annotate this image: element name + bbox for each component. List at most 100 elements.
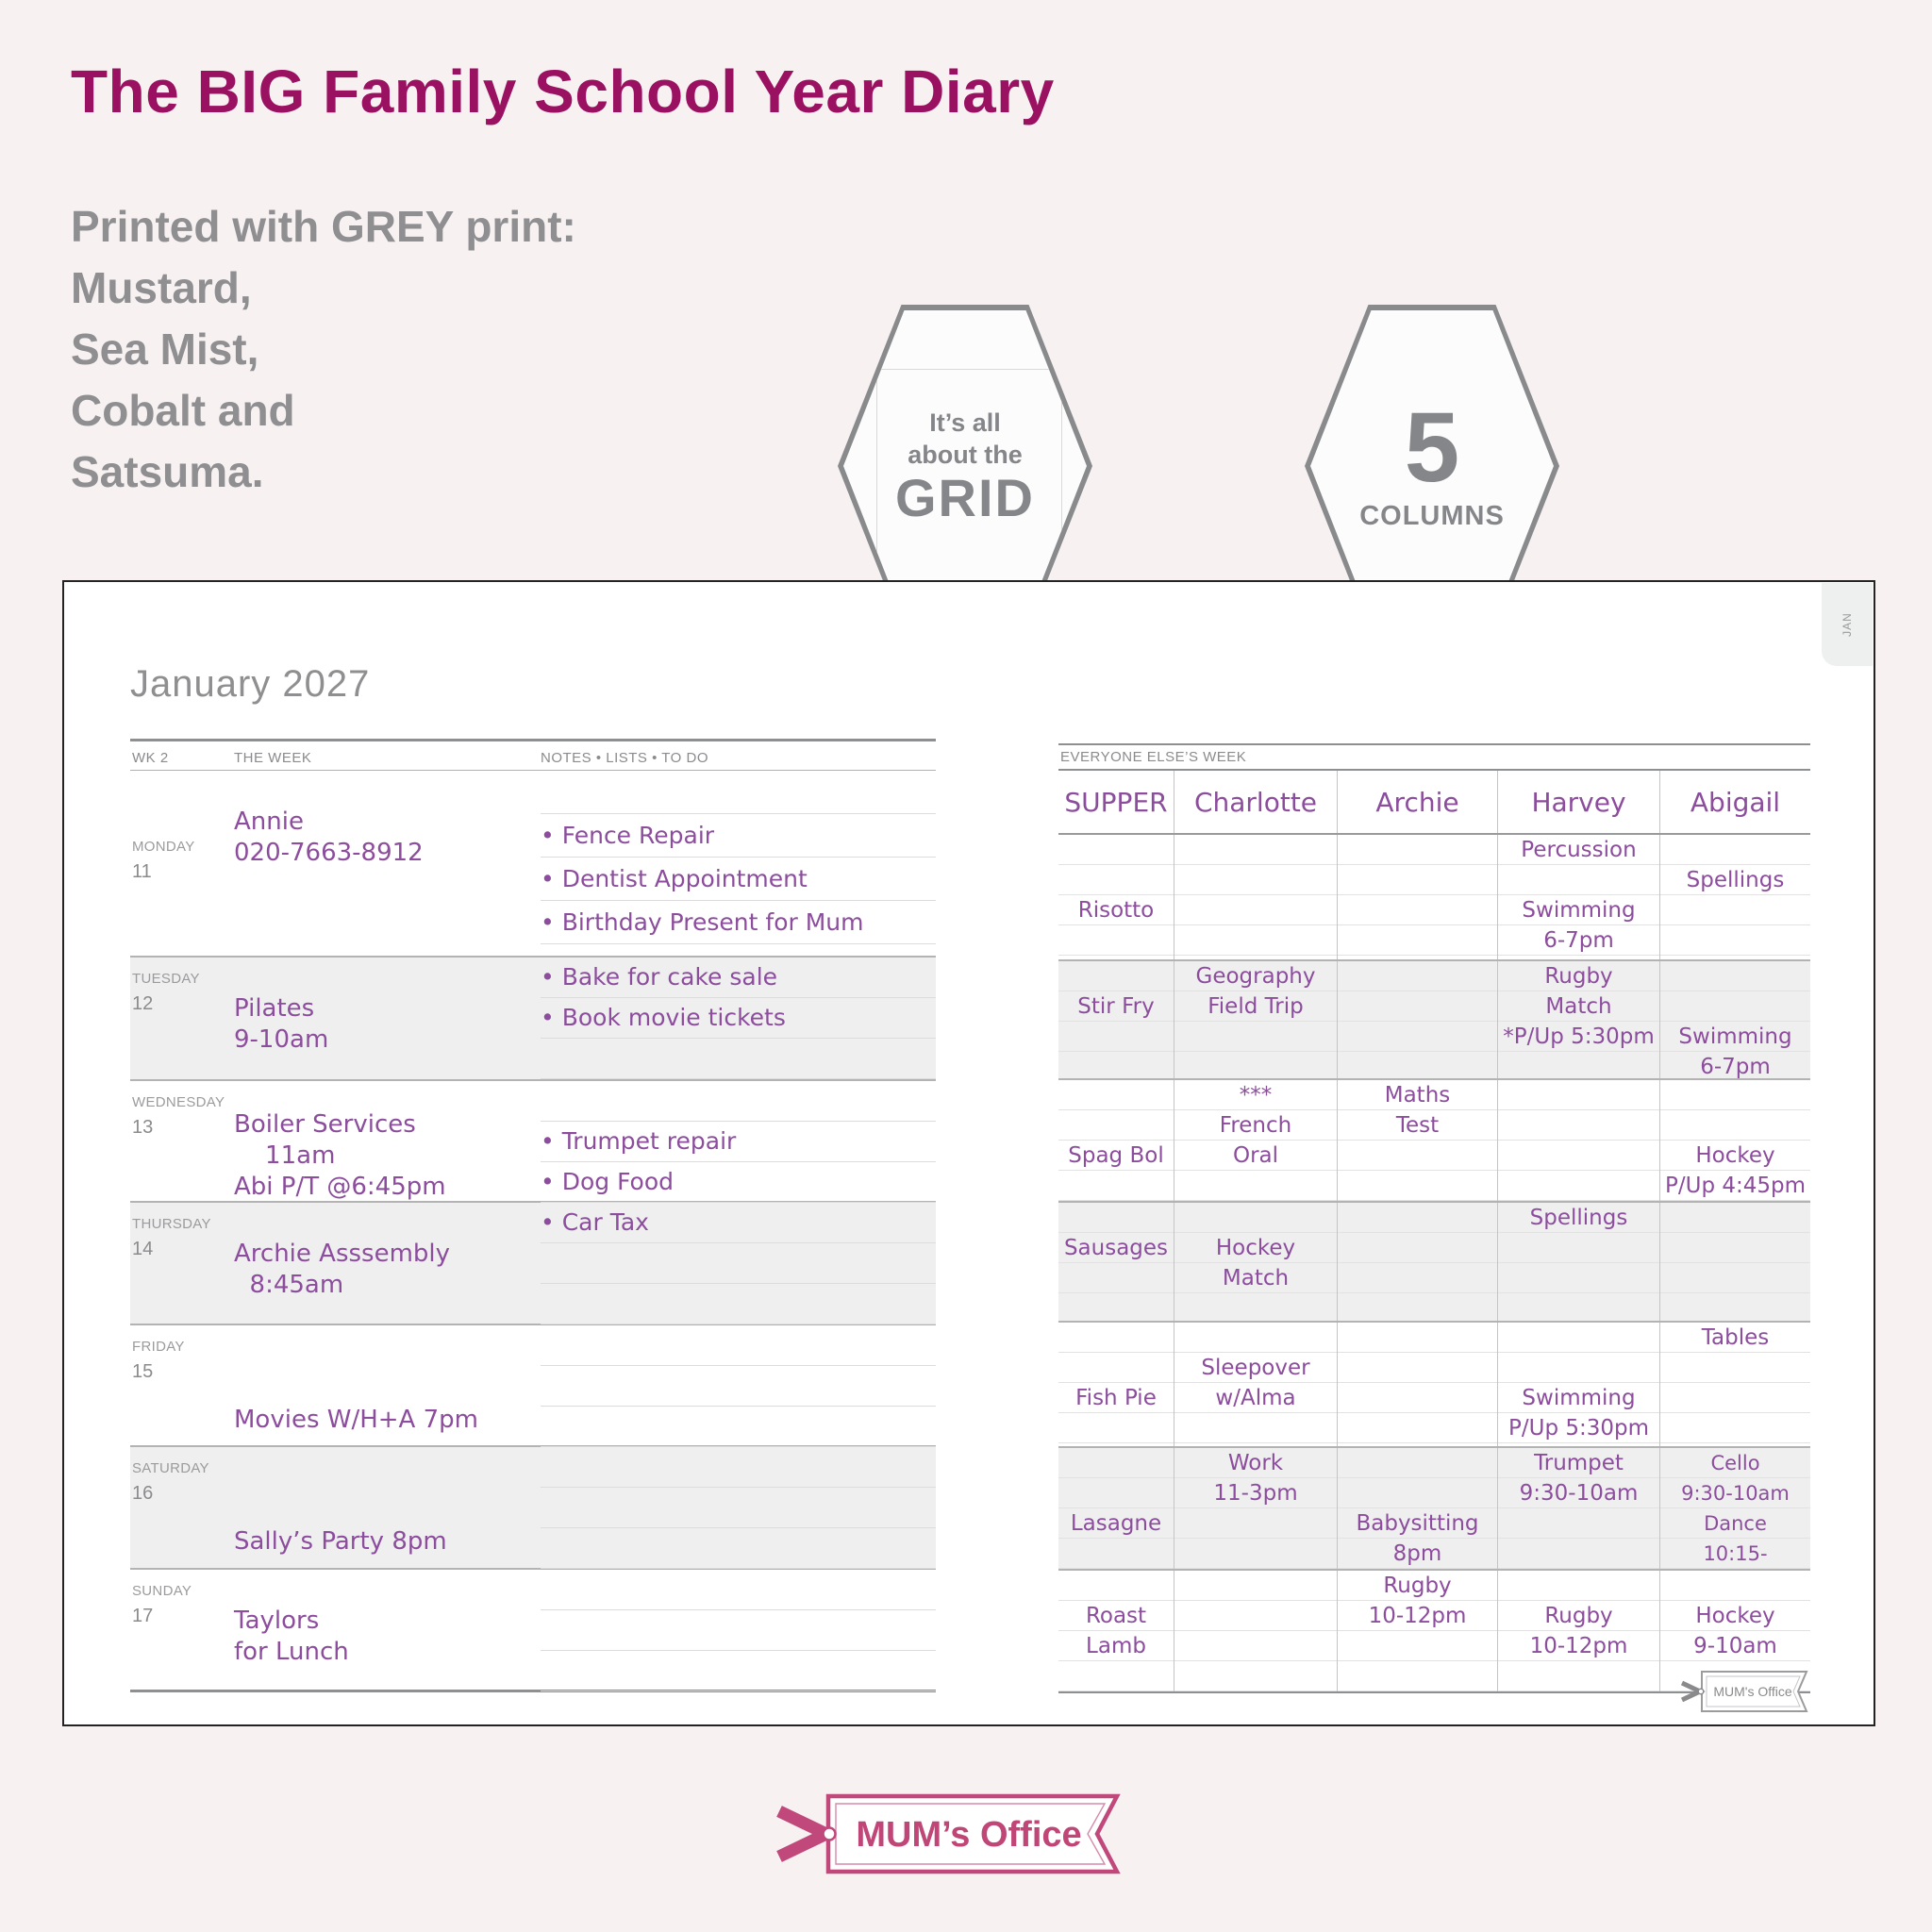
- notes-area: Bake for cake saleBook movie tickets: [541, 958, 936, 1079]
- columns-badge-label: COLUMNS: [1359, 500, 1505, 531]
- subtitle-line: Cobalt and: [71, 386, 295, 435]
- note-item: [541, 1243, 936, 1284]
- column-archie: Archie: [1338, 771, 1498, 833]
- subtitle-line: Satsuma.: [71, 447, 264, 496]
- cell-abigail: Spellings: [1686, 868, 1785, 892]
- note-item: Dentist Appointment: [541, 858, 936, 901]
- cell-supper: Sausages: [1058, 1203, 1174, 1321]
- cell-archie: [1338, 961, 1498, 1078]
- cell-charlotte: Work 11-3pm: [1174, 1448, 1338, 1569]
- cell-charlotte: Hockey Match: [1174, 1203, 1338, 1321]
- note-item: [541, 1651, 936, 1691]
- family-row-sunday: Roast Lamb Rugby 10-12pm Rugby 10-12pm Ho…: [1058, 1571, 1810, 1693]
- cell-charlotte: [1174, 1571, 1338, 1691]
- day-number: 11: [132, 861, 152, 882]
- day-label: SATURDAY: [132, 1460, 209, 1476]
- note-item: Bake for cake sale: [541, 958, 936, 998]
- cell-supper: Fish Pie: [1058, 1323, 1174, 1446]
- day-number: 15: [132, 1361, 154, 1382]
- cell-abigail: [1660, 1203, 1810, 1321]
- cell-harvey: [1498, 1080, 1660, 1201]
- week-entry: Boiler Services 11am Abi P/T @6:45pm: [234, 1110, 446, 1201]
- grid-hexagon-badge: It’s all about the GRID: [838, 305, 1092, 627]
- cell-archie: [1338, 835, 1498, 959]
- cell-abigail: Hockey 9-10am: [1693, 1604, 1777, 1658]
- grid-badge-line2: about the: [908, 441, 1023, 469]
- cell-archie: [1338, 1323, 1498, 1446]
- week-entry: Archie Asssembly 8:45am: [234, 1240, 451, 1299]
- week-entry: Sally’s Party 8pm: [234, 1527, 447, 1556]
- cell-abigail: Swimming 6-7pm: [1678, 1024, 1792, 1078]
- week-entry: Taylors for Lunch: [234, 1607, 349, 1666]
- note-item: [541, 1528, 936, 1569]
- columns-hexagon-badge: 5 COLUMNS: [1305, 305, 1559, 627]
- day-label: SUNDAY: [132, 1583, 192, 1599]
- day-row-monday: MONDAY 11 Annie 020-7663-8912 Fence Repa…: [130, 771, 936, 958]
- cell-abigail: Hockey P/Up 4:45pm: [1664, 1143, 1807, 1198]
- note-item: Birthday Present for Mum: [541, 901, 936, 944]
- cell-harvey: Swimming P/Up 5:30pm: [1498, 1323, 1660, 1446]
- notes-area: Car Tax: [541, 1203, 936, 1324]
- family-row-tuesday: Stir Fry Geography Field Trip Rugby Match …: [1058, 961, 1810, 1080]
- corner-tag-arrow-icon: [1680, 1680, 1706, 1703]
- diary-page: JAN January 2027 WK 2 THE WEEK NOTES • L…: [62, 580, 1875, 1726]
- cell-supper: Risotto: [1058, 835, 1174, 959]
- column-supper: SUPPER: [1058, 771, 1174, 833]
- note-item: [541, 1039, 936, 1079]
- the-week-column-label: THE WEEK: [234, 750, 312, 766]
- note-item: [541, 1366, 936, 1407]
- note-item: Dog Food: [541, 1162, 936, 1203]
- month-tab: JAN: [1822, 583, 1873, 666]
- note-item: [541, 1325, 936, 1366]
- day-row-wednesday: WEDNESDAY 13 Boiler Services 11am Abi P/…: [130, 1081, 936, 1203]
- note-item: Fence Repair: [541, 814, 936, 858]
- cell-harvey: Spellings: [1498, 1203, 1660, 1321]
- notes-column-label: NOTES • LISTS • TO DO: [541, 750, 708, 766]
- subtitle-line: Sea Mist,: [71, 325, 259, 374]
- subtitle-line: Mustard,: [71, 263, 252, 312]
- week-entry: Annie 020-7663-8912: [234, 808, 424, 867]
- cell-abigail: Cello 9:30-10am Dance 10:15-10:45am: [1681, 1452, 1790, 1565]
- cell-supper: Spag Bol: [1058, 1080, 1174, 1201]
- month-tab-label: JAN: [1840, 612, 1854, 637]
- day-number: 16: [132, 1483, 154, 1504]
- cell-archie: Maths Test: [1338, 1080, 1498, 1201]
- cell-abigail: Tables: [1701, 1325, 1770, 1350]
- note-item: [541, 1447, 936, 1488]
- notes-area: [541, 1447, 936, 1569]
- week-table: WK 2 THE WEEK NOTES • LISTS • TO DO MOND…: [130, 739, 936, 1692]
- grid-badge-line1: It’s all: [929, 408, 1001, 437]
- day-number: 14: [132, 1239, 154, 1259]
- note-item: Car Tax: [541, 1203, 936, 1243]
- cell-archie: Rugby 10-12pm: [1338, 1571, 1498, 1691]
- day-number: 13: [132, 1117, 154, 1138]
- week-table-header: WK 2 THE WEEK NOTES • LISTS • TO DO: [130, 739, 936, 771]
- family-table: EVERYONE ELSE’S WEEK SUPPER Charlotte Ar…: [1058, 743, 1810, 1693]
- day-label: TUESDAY: [132, 971, 200, 987]
- column-harvey: Harvey: [1498, 771, 1660, 833]
- cell-charlotte: Sleepover w/Alma: [1174, 1323, 1338, 1446]
- column-charlotte: Charlotte: [1174, 771, 1338, 833]
- note-item: [541, 1284, 936, 1324]
- logo-text: MUM’s Office: [856, 1815, 1081, 1855]
- note-item: [541, 1081, 936, 1122]
- cell-harvey: Percussion Swimming 6-7pm: [1498, 835, 1660, 959]
- corner-tag-shape: [1701, 1671, 1808, 1712]
- notes-area: Fence RepairDentist AppointmentBirthday …: [541, 771, 936, 956]
- family-row-wednesday: Spag Bol *** French Oral Maths Test Hockey…: [1058, 1080, 1810, 1203]
- subtitle: Printed with GREY print: Mustard, Sea Mi…: [71, 196, 576, 503]
- family-row-friday: Fish Pie Sleepover w/Alma Swimming P/Up …: [1058, 1323, 1810, 1448]
- cell-harvey: Rugby 10-12pm: [1498, 1571, 1660, 1691]
- corner-tag-hole-icon: [1697, 1688, 1705, 1695]
- week-number-label: WK 2: [132, 750, 169, 766]
- family-table-header: EVERYONE ELSE’S WEEK: [1058, 743, 1810, 771]
- day-row-tuesday: TUESDAY 12 Pilates 9-10am Bake for cake …: [130, 958, 936, 1081]
- cell-charlotte: [1174, 835, 1338, 959]
- mums-office-logo: MUM’s Office: [776, 1793, 1121, 1874]
- logo-tag-shape: [825, 1793, 1121, 1874]
- day-label: WEDNESDAY: [132, 1094, 225, 1110]
- note-item: [541, 1407, 936, 1447]
- cell-supper: Roast Lamb: [1058, 1571, 1174, 1691]
- cell-harvey: Trumpet 9:30-10am: [1498, 1448, 1660, 1569]
